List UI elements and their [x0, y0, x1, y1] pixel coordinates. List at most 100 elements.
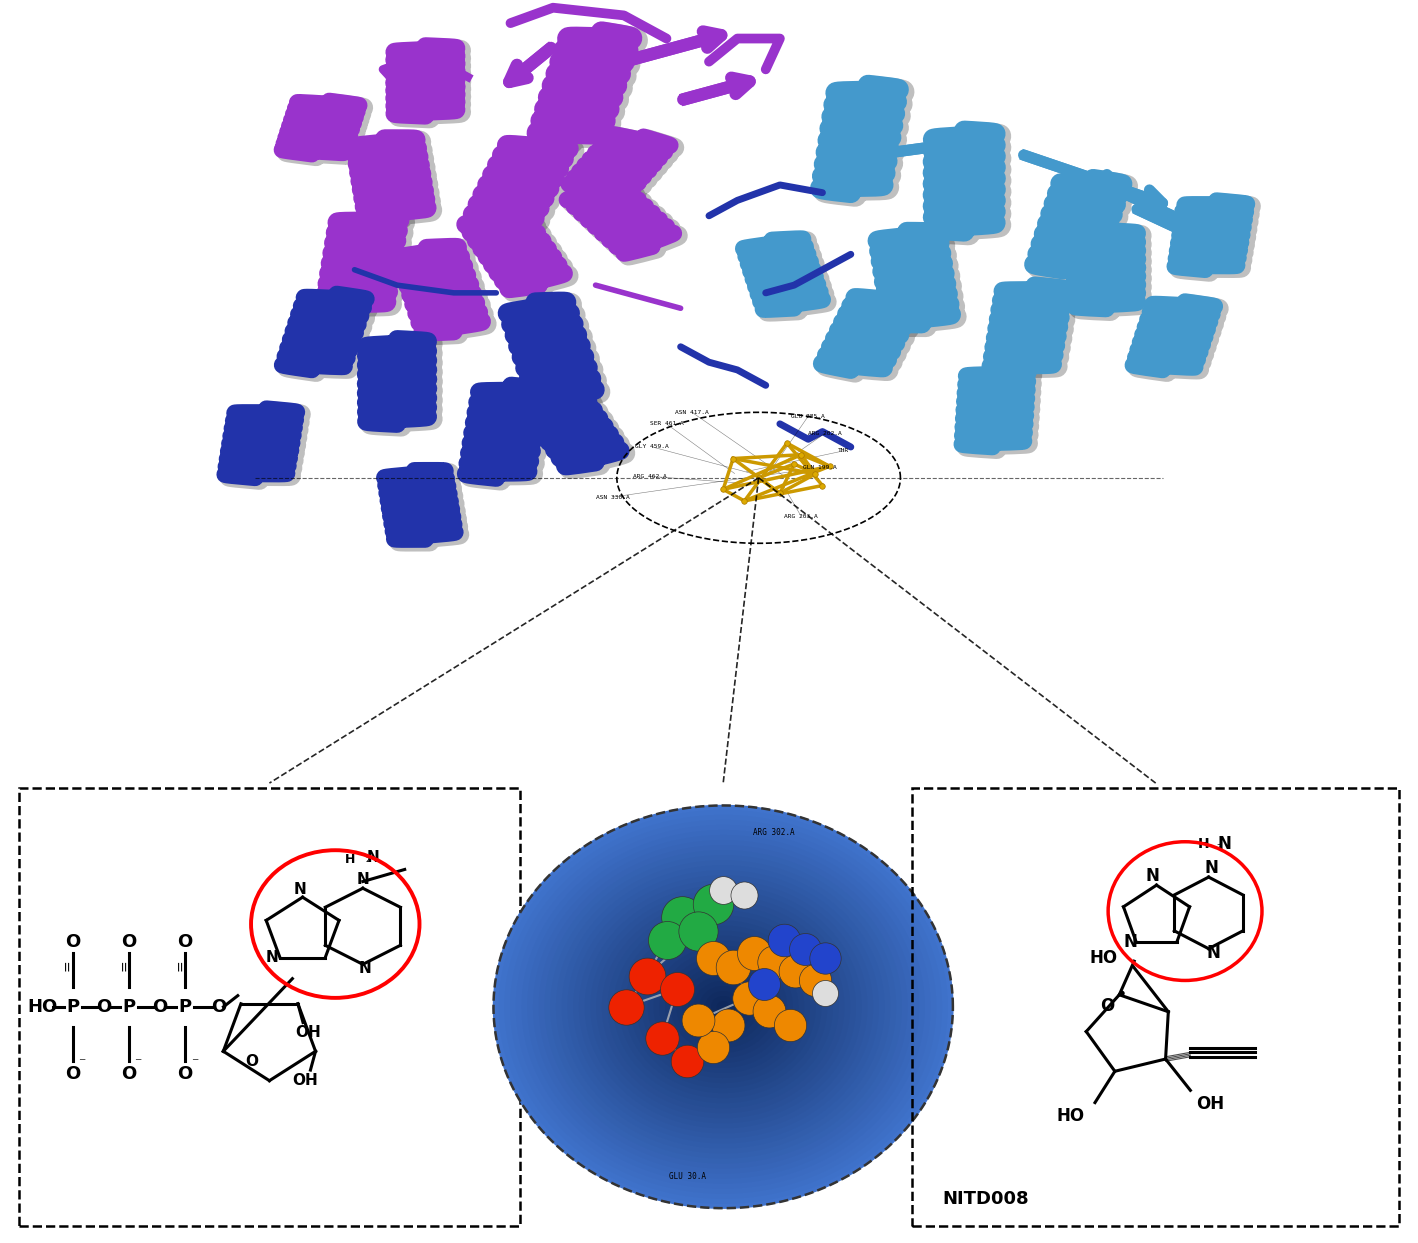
Text: O: O — [177, 933, 193, 951]
Text: ⁻: ⁻ — [78, 1057, 85, 1070]
Point — [743, 943, 766, 963]
Text: H: H — [345, 853, 356, 865]
Polygon shape — [591, 891, 855, 1122]
Polygon shape — [505, 815, 942, 1198]
Text: O: O — [245, 1054, 258, 1069]
Polygon shape — [678, 967, 769, 1047]
Text: HO: HO — [1090, 950, 1117, 967]
Point — [737, 988, 760, 1008]
Polygon shape — [522, 830, 925, 1183]
Point — [702, 1037, 725, 1057]
Point — [655, 930, 678, 950]
Text: SER 461.A: SER 461.A — [649, 421, 683, 426]
Text: P: P — [122, 998, 136, 1016]
Text: O: O — [177, 1065, 193, 1083]
Polygon shape — [552, 856, 896, 1157]
Point — [814, 947, 837, 967]
Text: ASN 330.A: ASN 330.A — [596, 495, 630, 500]
Text: HO: HO — [27, 998, 57, 1016]
Text: GLU 30.A: GLU 30.A — [669, 1172, 706, 1181]
Text: P: P — [67, 998, 79, 1016]
Text: N: N — [1146, 868, 1160, 885]
Text: N: N — [1218, 834, 1231, 853]
Polygon shape — [539, 845, 908, 1168]
Text: O: O — [122, 1065, 136, 1083]
Text: O: O — [65, 1065, 81, 1083]
Text: O: O — [152, 998, 167, 1016]
Point — [778, 1014, 801, 1034]
Text: O: O — [96, 998, 111, 1016]
Text: N: N — [294, 881, 306, 896]
Polygon shape — [557, 861, 889, 1152]
Polygon shape — [620, 916, 827, 1098]
Point — [814, 983, 837, 1003]
Point — [635, 966, 658, 986]
Text: ⁻: ⁻ — [135, 1057, 142, 1070]
Polygon shape — [580, 881, 866, 1132]
Text: ARG 462.A: ARG 462.A — [632, 474, 666, 479]
Point — [686, 921, 709, 941]
Polygon shape — [563, 866, 883, 1147]
Text: ARG 203.A: ARG 203.A — [784, 513, 818, 518]
Polygon shape — [527, 835, 919, 1178]
Text: OH: OH — [1197, 1095, 1224, 1112]
Point — [686, 1011, 709, 1030]
Text: NITD008: NITD008 — [942, 1191, 1029, 1208]
Polygon shape — [569, 871, 878, 1142]
Text: GLN 199.A: GLN 199.A — [803, 465, 837, 470]
Polygon shape — [586, 886, 861, 1127]
Point — [794, 938, 817, 958]
Point — [718, 1014, 740, 1034]
Text: GLU 285.A: GLU 285.A — [791, 414, 825, 419]
Text: OH: OH — [295, 1025, 320, 1040]
Text: =: = — [62, 960, 75, 972]
Text: P: P — [179, 998, 191, 1016]
Point — [757, 1002, 780, 1022]
Polygon shape — [706, 992, 740, 1022]
Point — [753, 975, 776, 994]
Text: =: = — [118, 960, 132, 972]
Polygon shape — [574, 876, 872, 1137]
Text: ARG 202.A: ARG 202.A — [808, 430, 842, 435]
Point — [671, 907, 693, 927]
Polygon shape — [510, 820, 936, 1193]
Text: N: N — [359, 961, 372, 976]
Polygon shape — [712, 997, 735, 1017]
Polygon shape — [654, 946, 793, 1068]
Text: O: O — [122, 933, 136, 951]
Polygon shape — [614, 911, 832, 1103]
Text: N: N — [1204, 859, 1218, 878]
Polygon shape — [683, 972, 763, 1042]
Polygon shape — [545, 850, 902, 1163]
Text: OH: OH — [292, 1073, 318, 1088]
Polygon shape — [695, 982, 752, 1032]
Polygon shape — [608, 906, 838, 1108]
Point — [722, 957, 744, 977]
Text: N: N — [367, 850, 380, 865]
Polygon shape — [666, 957, 780, 1057]
Text: ₂: ₂ — [366, 854, 370, 864]
Point — [732, 885, 754, 905]
Text: ASN 417.A: ASN 417.A — [675, 410, 709, 415]
Text: N: N — [356, 871, 369, 886]
Polygon shape — [603, 901, 844, 1112]
Point — [783, 961, 805, 981]
Polygon shape — [631, 926, 815, 1088]
Text: N: N — [1123, 932, 1137, 951]
Polygon shape — [493, 805, 953, 1208]
Text: HO: HO — [1056, 1108, 1085, 1125]
Point — [712, 880, 735, 900]
Point — [702, 894, 725, 914]
Text: O: O — [211, 998, 225, 1016]
Text: ARG 302.A: ARG 302.A — [753, 828, 795, 837]
Polygon shape — [672, 962, 774, 1052]
Polygon shape — [533, 840, 913, 1173]
Text: =: = — [174, 960, 189, 972]
Text: H: H — [1198, 837, 1210, 850]
Polygon shape — [648, 941, 798, 1073]
Text: O: O — [65, 933, 81, 951]
Polygon shape — [499, 810, 947, 1203]
Point — [676, 1050, 699, 1070]
Text: ₂: ₂ — [1217, 839, 1221, 853]
Text: THR: THR — [838, 449, 849, 454]
